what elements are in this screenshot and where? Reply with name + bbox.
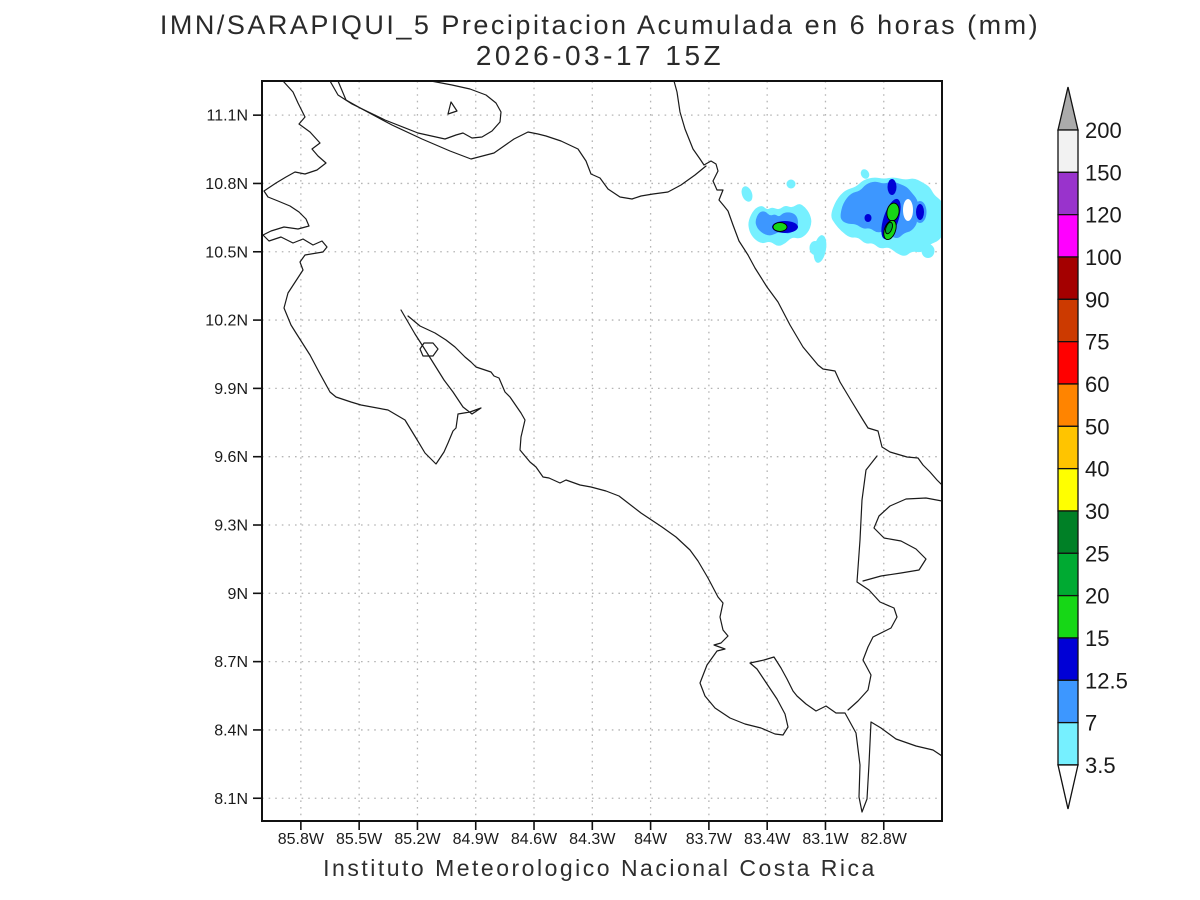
precip-contour-fill — [885, 221, 893, 235]
lon-tick-label: 85.8W — [278, 831, 325, 848]
precipitation-colorbar: 200 150 120 100 90 75 60 50 40 30 25 20 15 12.5 7 3.5 — [1057, 86, 1128, 810]
colorbar-under-arrow — [1057, 764, 1079, 810]
colorbar-level-label: 20 — [1085, 584, 1109, 609]
coastline-path — [407, 315, 942, 813]
colorbar-level-label: 25 — [1085, 541, 1109, 566]
footer-institution: Instituto Meteorologico Nacional Costa R… — [323, 855, 877, 881]
colorbar-level-label: 7 — [1085, 711, 1097, 736]
colorbar-level-label: 90 — [1085, 287, 1109, 312]
precip-contour-fill — [921, 244, 935, 258]
colorbar-level-label: 200 — [1085, 118, 1122, 143]
precipitation-shaded-contours — [741, 169, 942, 263]
lat-tick-label: 11.1N — [206, 108, 248, 125]
colorbar-level-label: 60 — [1085, 372, 1109, 397]
colorbar-over-arrow — [1057, 86, 1079, 131]
lat-tick-label: 9.6N — [214, 449, 248, 466]
colorbar-box — [1057, 298, 1079, 343]
colorbar-level-label: 12.5 — [1085, 668, 1128, 693]
precip-contour-fill — [860, 169, 870, 179]
plot-valid-time: 2026-03-17 15Z — [475, 40, 725, 71]
coastline-path — [847, 455, 898, 711]
colorbar-box — [1057, 383, 1079, 427]
colorbar-box — [1057, 467, 1079, 512]
map-frame — [261, 80, 943, 822]
lat-tick-label: 10.5N — [205, 244, 248, 261]
lat-tick-label: 10.2N — [205, 313, 248, 330]
colorbar-level-label: 3.5 — [1085, 753, 1116, 778]
lat-tick-label: 8.7N — [214, 654, 248, 671]
precip-contour-fill — [813, 235, 827, 263]
axis-tick-labels: 85.8W 85.5W 85.2W 84.9W 84.6W 84.3W 84W 83.7W 83… — [205, 108, 907, 848]
lat-tick-label: 9.9N — [214, 381, 248, 398]
coastline-path — [673, 81, 942, 486]
lon-tick-label: 84.6W — [511, 831, 558, 848]
lon-tick-label: 83.7W — [686, 831, 733, 848]
colorbar-box — [1057, 594, 1079, 639]
lat-lon-gridlines — [262, 81, 942, 821]
island-outline — [419, 342, 439, 357]
colorbar-box — [1057, 679, 1079, 724]
lat-tick-label: 8.4N — [214, 722, 248, 739]
colorbar-box — [1057, 510, 1079, 554]
precip-contour-fill — [887, 179, 897, 195]
coastline-path — [329, 81, 502, 140]
precip-contour-fill — [741, 186, 753, 202]
colorbar-level-label: 50 — [1085, 414, 1109, 439]
coastline-path — [337, 81, 707, 200]
coastline-borders — [262, 81, 942, 813]
lon-tick-label: 82.8W — [861, 831, 908, 848]
precip-contour-fill — [840, 181, 919, 238]
lon-tick-label: 84.3W — [569, 831, 616, 848]
colorbar-level-label: 40 — [1085, 457, 1109, 482]
precip-contour-fill — [899, 238, 913, 254]
precip-contour-fill — [916, 204, 924, 220]
island-outline — [447, 101, 458, 115]
colorbar-box — [1057, 340, 1079, 385]
plot-title: IMN/SARAPIQUI_5 Precipitacion Acumulada … — [159, 10, 1041, 40]
colorbar-level-label: 150 — [1085, 160, 1122, 185]
lon-tick-label: 83.1W — [802, 831, 849, 848]
precip-contour-fill — [864, 214, 872, 222]
lat-tick-label: 9N — [228, 586, 248, 603]
lon-tick-label: 85.2W — [394, 831, 441, 848]
colorbar-box — [1057, 171, 1079, 216]
lat-tick-label: 10.8N — [205, 176, 248, 193]
colorbar-box — [1057, 721, 1079, 766]
precip-contour-fill — [786, 179, 796, 189]
colorbar-box — [1057, 637, 1079, 681]
colorbar-level-label: 15 — [1085, 626, 1109, 651]
colorbar-level-label: 75 — [1085, 330, 1109, 355]
colorbar-box — [1057, 256, 1079, 300]
colorbar-box — [1057, 552, 1079, 597]
colorbar-box — [1057, 129, 1079, 173]
lon-tick-label: 85.5W — [336, 831, 383, 848]
coastline-path — [262, 81, 482, 465]
precip-contour-fill — [903, 199, 913, 221]
lat-tick-label: 8.1N — [214, 791, 248, 808]
colorbar-box — [1057, 425, 1079, 470]
colorbar-level-label: 120 — [1085, 203, 1122, 228]
lat-tick-label: 9.3N — [214, 518, 248, 535]
coastline-path — [862, 497, 942, 582]
colorbar-box — [1057, 214, 1079, 258]
lon-tick-label: 84W — [634, 831, 668, 848]
colorbar-level-label: 30 — [1085, 499, 1109, 524]
colorbar-level-label: 100 — [1085, 245, 1122, 270]
axis-ticks — [253, 114, 885, 830]
precip-contour-fill — [772, 222, 788, 232]
lon-tick-label: 84.9W — [453, 831, 500, 848]
lon-tick-label: 83.4W — [744, 831, 791, 848]
